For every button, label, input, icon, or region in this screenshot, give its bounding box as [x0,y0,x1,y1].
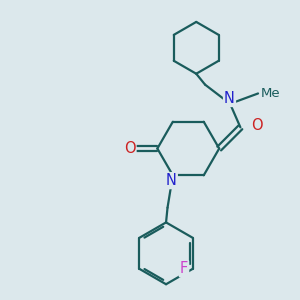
Text: Me: Me [260,87,280,100]
Text: N: N [166,173,177,188]
Text: O: O [124,141,136,156]
Text: F: F [180,261,188,276]
Text: O: O [251,118,262,134]
Text: N: N [224,91,235,106]
